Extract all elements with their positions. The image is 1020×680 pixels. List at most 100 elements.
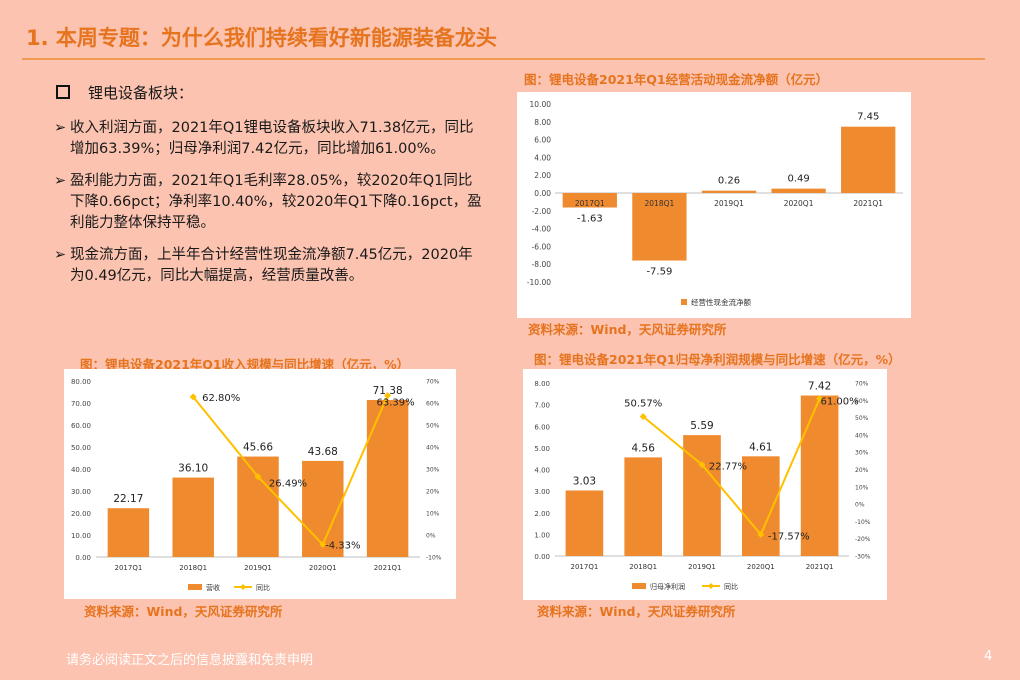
bar-data-label: 5.59 bbox=[690, 420, 713, 432]
legend-label: 同比 bbox=[256, 583, 270, 592]
x-tick-label: 2021Q1 bbox=[374, 564, 402, 572]
bar bbox=[366, 399, 409, 557]
line-data-label: 62.80% bbox=[202, 393, 240, 404]
bar bbox=[107, 508, 150, 557]
x-tick-label: 2020Q1 bbox=[309, 564, 337, 572]
y-tick-label: 2.00 bbox=[534, 171, 551, 180]
y2-tick-label: 10% bbox=[426, 511, 440, 518]
cashflow-chart-source: 资料来源：Wind，天风证券研究所 bbox=[528, 322, 727, 337]
bar bbox=[800, 395, 839, 556]
line-point bbox=[189, 393, 197, 401]
section-heading-text: 锂电设备板块： bbox=[88, 84, 194, 102]
profit-chart-svg: 8.00 7.00 6.00 5.00 4.00 3.00 2.00 1.00 0.00 70% 6… bbox=[534, 380, 871, 591]
legend-label: 同比 bbox=[724, 582, 738, 591]
y2-tick-label: 60% bbox=[855, 398, 869, 405]
x-tick-label: 2019Q1 bbox=[714, 199, 744, 208]
x-tick-label: 2021Q1 bbox=[806, 563, 834, 571]
line-point bbox=[639, 413, 647, 421]
profit-chart: 8.00 7.00 6.00 5.00 4.00 3.00 2.00 1.00 0.00 70% 6… bbox=[523, 369, 887, 600]
y2-tick-label: -10% bbox=[426, 555, 442, 562]
y-tick-label: 30.00 bbox=[71, 488, 91, 496]
y2-tick-label: 0% bbox=[426, 533, 436, 540]
legend-label: 归母净利润 bbox=[650, 582, 685, 591]
page-title: 1. 本周专题：为什么我们持续看好新能源装备龙头 bbox=[26, 26, 497, 50]
line-data-label: 22.77% bbox=[709, 462, 747, 473]
line-data-label: 61.00% bbox=[821, 397, 859, 408]
arrow-bullet-icon: ➢ bbox=[54, 120, 67, 136]
y-tick-label: -10.00 bbox=[527, 278, 551, 287]
y2-tick-label: 0% bbox=[855, 502, 865, 509]
series-line bbox=[642, 398, 821, 537]
legend-label: 经营性现金流净额 bbox=[691, 297, 751, 307]
y-tick-label: 20.00 bbox=[71, 510, 91, 518]
bar-data-label: 36.10 bbox=[178, 463, 208, 475]
data-label: 7.45 bbox=[857, 112, 879, 123]
profit-chart-caption: 图：锂电设备2021年Q1归母净利润规模与同比增速（亿元，%） bbox=[534, 352, 901, 367]
legend-swatch-bar bbox=[188, 584, 202, 590]
x-tick-label: 2021Q1 bbox=[853, 199, 883, 208]
y-tick-label: -2.00 bbox=[532, 207, 552, 216]
bullet-revenue-profit: ➢ 收入利润方面，2021年Q1锂电设备板块收入71.38亿元，同比增加63.3… bbox=[54, 118, 484, 160]
y2-tick-label: 70% bbox=[426, 379, 440, 386]
y-tick-label: 50.00 bbox=[71, 444, 91, 452]
y-tick-label: 5.00 bbox=[534, 445, 550, 453]
y-tick-label: 6.00 bbox=[534, 136, 551, 145]
y-tick-label: 2.00 bbox=[534, 510, 550, 518]
data-label: -1.63 bbox=[577, 214, 603, 225]
bar-data-label: 3.03 bbox=[573, 475, 596, 487]
y-tick-label: 0.00 bbox=[534, 553, 550, 561]
y2-tick-label: -20% bbox=[855, 536, 871, 543]
x-tick-label: 2019Q1 bbox=[244, 564, 272, 572]
y2-tick-label: 50% bbox=[426, 423, 440, 430]
cashflow-chart-caption: 图：锂电设备2021年Q1经营活动现金流净额（亿元） bbox=[524, 72, 829, 87]
line-point bbox=[698, 461, 706, 469]
y2-tick-label: 40% bbox=[426, 445, 440, 452]
revenue-chart-caption: 图：锂电设备2021年Q1收入规模与同比增速（亿元，%） bbox=[80, 357, 410, 372]
x-tick-label: 2017Q1 bbox=[571, 563, 599, 571]
arrow-bullet-icon: ➢ bbox=[54, 173, 67, 189]
y-tick-label: 3.00 bbox=[534, 488, 550, 496]
bar-data-label: 71.38 bbox=[373, 385, 403, 397]
page-number: 4 bbox=[984, 649, 993, 664]
cashflow-chart: 10.00 8.00 6.00 4.00 2.00 0.00 -2.00 -4.00 -6.00… bbox=[517, 92, 911, 318]
bullet-text: 收入利润方面，2021年Q1锂电设备板块收入71.38亿元，同比增加63.39%… bbox=[70, 120, 474, 157]
y2-tick-label: 30% bbox=[426, 467, 440, 474]
arrow-bullet-icon: ➢ bbox=[54, 247, 67, 263]
bar bbox=[632, 193, 687, 261]
bar bbox=[624, 457, 663, 556]
bar-data-label: 43.68 bbox=[308, 446, 338, 458]
line-data-label: 63.39% bbox=[377, 398, 415, 409]
y-tick-label: 8.00 bbox=[534, 380, 550, 388]
y-tick-label: 60.00 bbox=[71, 422, 91, 430]
data-label: 0.26 bbox=[718, 176, 740, 187]
line-point bbox=[757, 530, 765, 538]
y-tick-label: 0.00 bbox=[534, 189, 551, 198]
y2-tick-label: 50% bbox=[855, 415, 869, 422]
checkbox-square-icon bbox=[56, 85, 70, 99]
disclaimer-footer: 请务必阅读正文之后的信息披露和免责申明 bbox=[66, 653, 314, 668]
bar-data-label: 7.42 bbox=[808, 381, 831, 393]
y-tick-label: 80.00 bbox=[71, 378, 91, 386]
section-heading: 锂电设备板块： bbox=[56, 82, 193, 103]
legend-swatch-bar bbox=[632, 583, 646, 589]
bar bbox=[237, 456, 279, 557]
series-line bbox=[192, 395, 389, 547]
revenue-chart: 80.00 70.00 60.00 50.00 40.00 30.00 20.00 10.00… bbox=[64, 369, 456, 599]
title-divider bbox=[22, 58, 985, 60]
y-tick-label: -4.00 bbox=[532, 225, 552, 234]
bar bbox=[701, 190, 757, 193]
cashflow-chart-svg: 10.00 8.00 6.00 4.00 2.00 0.00 -2.00 -4.00 -6.00… bbox=[527, 100, 903, 307]
y-tick-label: 0.00 bbox=[75, 554, 91, 562]
y-tick-label: 10.00 bbox=[71, 532, 91, 540]
revenue-chart-svg: 80.00 70.00 60.00 50.00 40.00 30.00 20.00 10.00… bbox=[71, 378, 442, 592]
y2-tick-label: 20% bbox=[855, 467, 869, 474]
line-data-label: 26.49% bbox=[269, 479, 307, 490]
bullet-text: 盈利能力方面，2021年Q1毛利率28.05%，较2020年Q1同比下降0.66… bbox=[70, 173, 482, 231]
line-point bbox=[384, 392, 392, 400]
bar-data-label: 22.17 bbox=[113, 493, 143, 505]
y-tick-label: 70.00 bbox=[71, 400, 91, 408]
y-tick-label: 4.00 bbox=[534, 153, 551, 162]
bar bbox=[302, 460, 344, 557]
x-tick-label: 2018Q1 bbox=[179, 564, 207, 572]
y2-tick-label: 40% bbox=[855, 432, 869, 439]
